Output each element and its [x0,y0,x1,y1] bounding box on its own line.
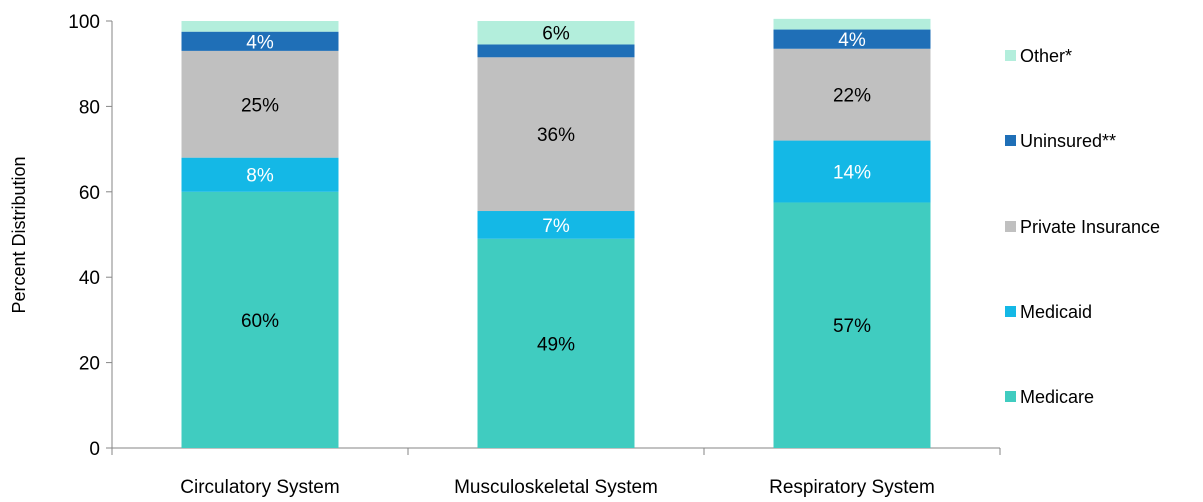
bar-segment-medicaid-circulatory-system [181,157,339,192]
data-label-uninsured-respiratory-system: 4% [838,30,866,51]
data-label-other-musculoskeletal-system: 6% [542,24,570,45]
legend-label-medicaid: Medicaid [1020,302,1092,322]
bar-segment-medicare-circulatory-system [181,191,339,449]
legend-label-uninsured: Uninsured** [1020,131,1116,151]
x-category-label-respiratory-system: Respiratory System [769,477,935,498]
legend-swatch-private-insurance [1005,221,1016,232]
y-axis-title: Percent Distribution [9,156,29,313]
bar-segment-medicare-musculoskeletal-system [477,238,635,448]
legend-swatch-other [1005,50,1016,61]
y-tick-label: 100 [68,12,100,33]
bar-segment-private-insurance-respiratory-system [773,48,931,141]
y-tick-label: 20 [79,354,100,375]
x-category-label-circulatory-system: Circulatory System [180,477,339,498]
bars: 60% 8% 25% 4% 49% 7% 36% 6% 57% 14% 22% 4% [181,18,931,449]
data-label-private-insurance-respiratory-system: 22% [833,86,871,107]
data-label-medicaid-musculoskeletal-system: 7% [542,216,570,237]
data-label-medicaid-respiratory-system: 14% [833,163,871,184]
legend-label-private-insurance: Private Insurance [1020,217,1160,237]
bar-segment-medicaid-musculoskeletal-system [477,211,635,239]
data-label-medicare-respiratory-system: 57% [833,316,871,337]
data-label-medicare-circulatory-system: 60% [241,311,279,332]
y-tick-label: 60 [79,183,100,204]
bar-segment-private-insurance-circulatory-system [181,50,339,158]
data-label-uninsured-circulatory-system: 4% [246,32,274,53]
data-label-medicare-musculoskeletal-system: 49% [537,334,575,355]
legend-label-other: Other* [1020,46,1072,66]
bar-segment-uninsured-musculoskeletal-system [477,44,635,58]
bar-segment-uninsured-respiratory-system [773,29,931,49]
bar-segment-other-respiratory-system [773,18,931,30]
x-category-label-musculoskeletal-system: Musculoskeletal System [454,477,658,498]
bar-segment-uninsured-circulatory-system [181,31,339,51]
bar-segment-medicare-respiratory-system [773,202,931,448]
y-tick-label: 40 [79,268,100,289]
y-tick-label: 80 [79,97,100,118]
axes: 0 20 40 60 80 100 Circulatory System Musculoske… [68,12,1001,498]
bar-segment-other-circulatory-system [181,21,339,32]
legend-label-medicare: Medicare [1020,387,1094,407]
legend: Other* Uninsured** Private Insurance Medica… [1005,46,1160,407]
bar-segment-medicaid-respiratory-system [773,140,931,203]
legend-swatch-medicare [1005,391,1016,402]
bar-segment-private-insurance-musculoskeletal-system [477,57,635,212]
legend-swatch-uninsured [1005,135,1016,146]
data-label-private-insurance-circulatory-system: 25% [241,95,279,116]
bar-segment-other-musculoskeletal-system [477,21,635,45]
data-label-medicaid-circulatory-system: 8% [246,166,274,187]
legend-swatch-medicaid [1005,306,1016,317]
data-label-private-insurance-musculoskeletal-system: 36% [537,125,575,146]
y-tick-label: 0 [89,439,100,460]
